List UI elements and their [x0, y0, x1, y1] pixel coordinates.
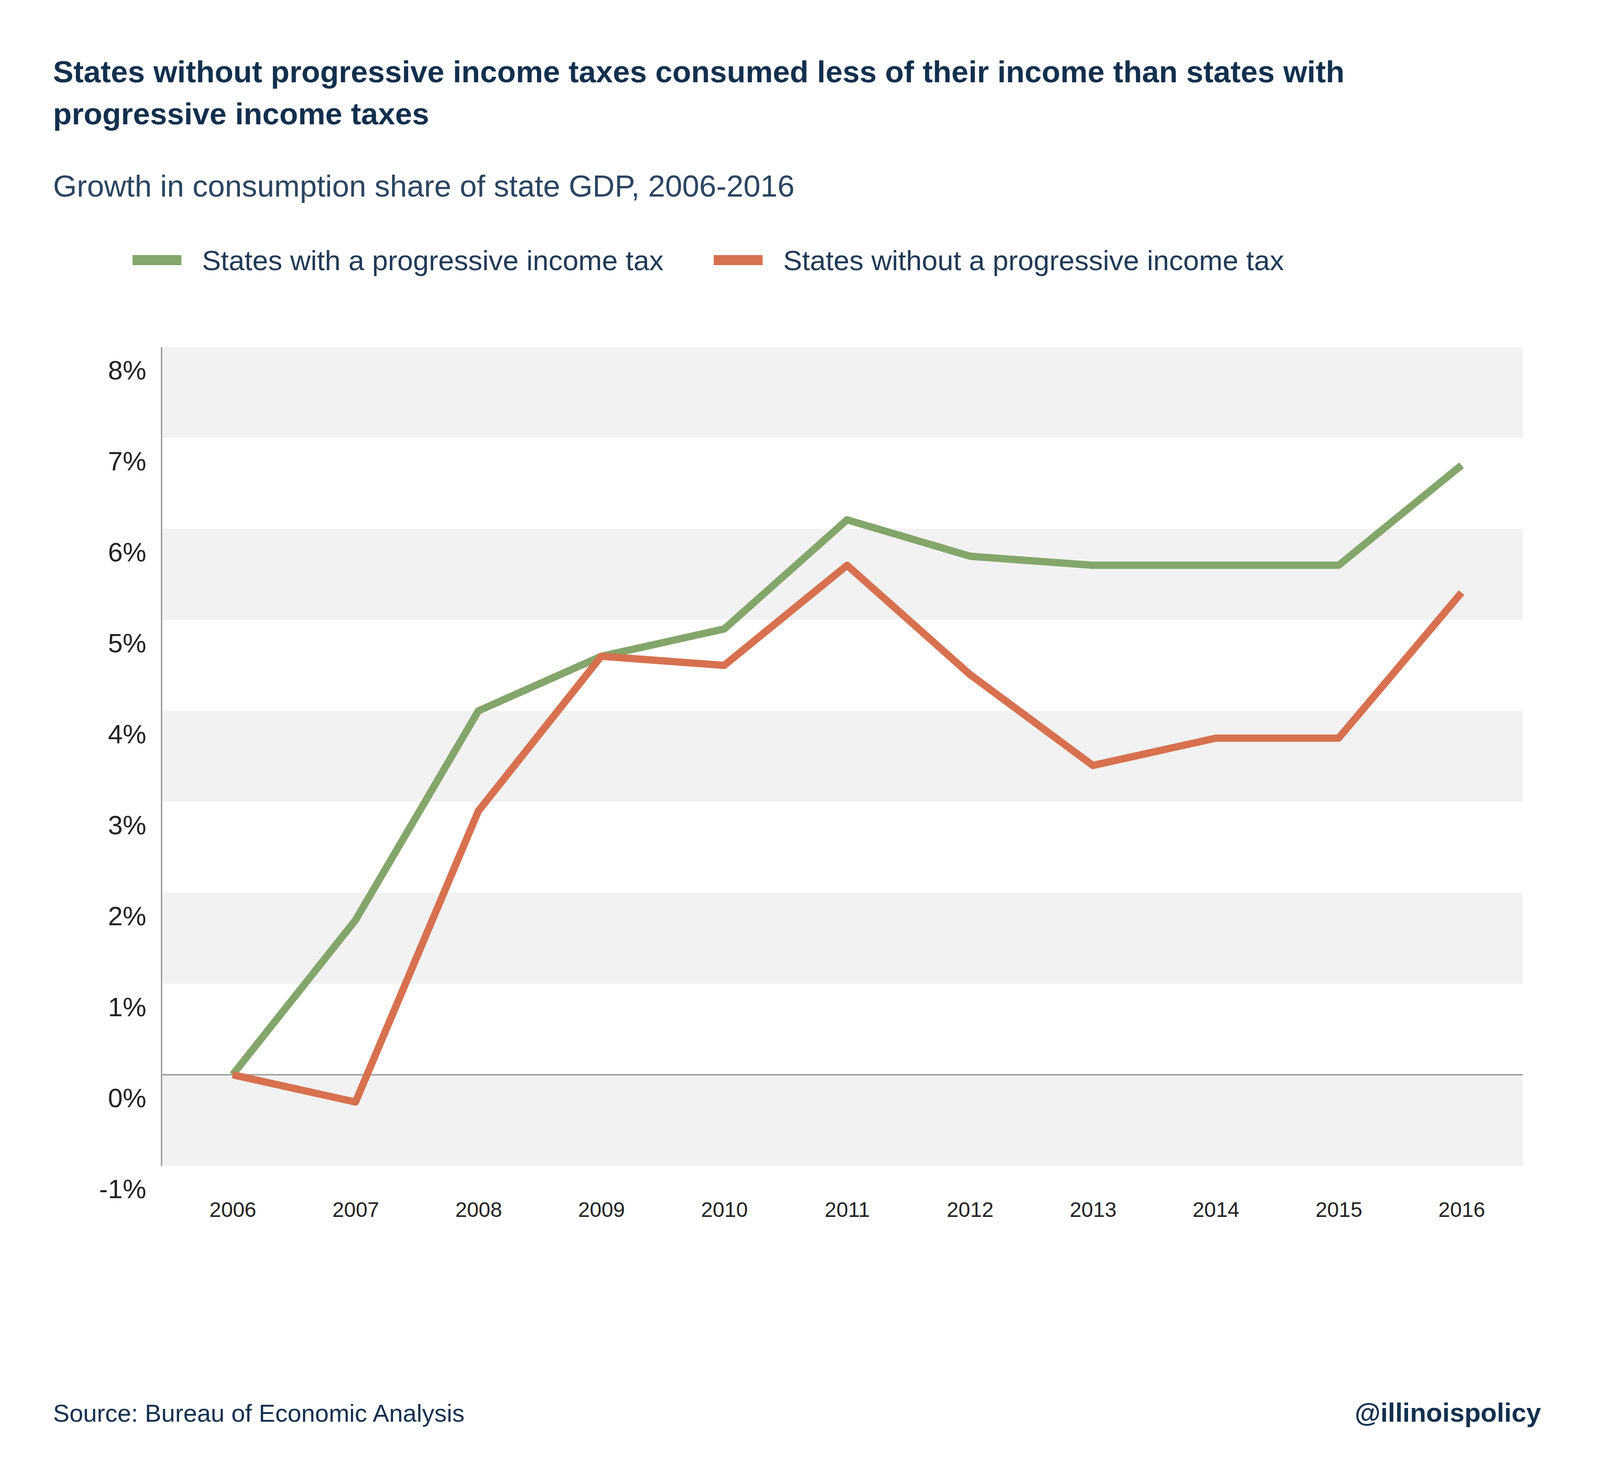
y-tick-label: 5% — [107, 627, 147, 658]
y-tick-label: 1% — [107, 991, 147, 1022]
grid-band — [161, 1074, 1523, 1166]
grid — [161, 346, 1523, 1166]
x-tick-label: 2011 — [824, 1197, 871, 1222]
grid-band — [161, 710, 1523, 802]
subtitle: Growth in consumption share of state GDP… — [53, 168, 795, 203]
x-tick: 2009 — [578, 1165, 625, 1222]
x-tick-label: 2009 — [578, 1197, 625, 1222]
x-tick-label: 2015 — [1315, 1197, 1362, 1222]
title: States without progressive income taxes … — [53, 54, 1345, 131]
legend: States with a progressive income tax Stat… — [132, 244, 1285, 277]
x-tick: 2014 — [1192, 1165, 1240, 1222]
y-tick-label: 0% — [107, 1082, 147, 1113]
credit: @illinoispolicy — [1354, 1397, 1542, 1427]
x-tick-label: 2013 — [1069, 1197, 1117, 1222]
x-tick-label: 2010 — [701, 1197, 748, 1222]
y-tick: 2% — [107, 893, 162, 931]
y-tick: -1% — [99, 1165, 162, 1204]
x-tick: 2011 — [824, 1165, 871, 1222]
y-tick-label: -1% — [99, 1173, 147, 1204]
x-tick-label: 2014 — [1192, 1197, 1240, 1222]
y-axis: -1% 0% 1% 2% 3% 4% 5% 6% 7% 8% — [99, 347, 162, 1204]
y-tick: 0% — [107, 1074, 162, 1113]
title-line: progressive income taxes — [53, 96, 430, 131]
source: Source: Bureau of Economic Analysis — [53, 1398, 465, 1427]
x-tick: 2010 — [701, 1165, 748, 1222]
y-tick-label: 6% — [107, 536, 147, 567]
x-tick: 2006 — [209, 1165, 256, 1222]
x-tick: 2012 — [946, 1165, 994, 1222]
y-tick-label: 8% — [107, 355, 147, 385]
y-tick-label: 3% — [107, 809, 147, 840]
y-tick: 1% — [107, 983, 162, 1022]
chart: States without progressive income taxes … — [0, 0, 1600, 1472]
x-tick-label: 2016 — [1438, 1197, 1485, 1222]
x-tick: 2015 — [1315, 1165, 1362, 1222]
x-tick-label: 2008 — [455, 1197, 502, 1222]
x-tick: 2007 — [332, 1165, 379, 1222]
grid-band — [161, 528, 1523, 620]
series-line — [232, 465, 1462, 1075]
x-tick: 2013 — [1069, 1165, 1117, 1222]
legend-label: States without a progressive income tax — [783, 244, 1285, 277]
y-tick: 5% — [107, 620, 162, 658]
y-tick: 6% — [107, 529, 162, 567]
grid-band — [161, 346, 1523, 438]
y-tick: 4% — [107, 711, 162, 749]
y-tick-label: 4% — [107, 718, 147, 749]
legend-label: States with a progressive income tax — [201, 244, 664, 277]
title-line: States without progressive income taxes … — [53, 54, 1345, 89]
x-tick-label: 2012 — [946, 1197, 994, 1222]
y-tick: 8% — [107, 347, 162, 385]
x-axis: 2006 2007 2008 2009 2010 2011 2012 2013 2014 2015… — [209, 1165, 1485, 1222]
y-tick: 3% — [107, 802, 162, 840]
x-tick-label: 2006 — [209, 1197, 256, 1222]
legend-swatch — [132, 255, 182, 266]
x-tick: 2016 — [1438, 1165, 1485, 1222]
y-tick: 7% — [107, 438, 162, 476]
series-line — [232, 565, 1462, 1102]
x-tick-label: 2007 — [332, 1197, 379, 1222]
legend-swatch — [713, 255, 763, 266]
y-axis-line — [160, 347, 163, 1166]
y-tick-label: 7% — [107, 446, 147, 476]
lines — [232, 465, 1462, 1102]
x-tick: 2008 — [455, 1165, 502, 1222]
y-tick-label: 2% — [107, 900, 147, 931]
